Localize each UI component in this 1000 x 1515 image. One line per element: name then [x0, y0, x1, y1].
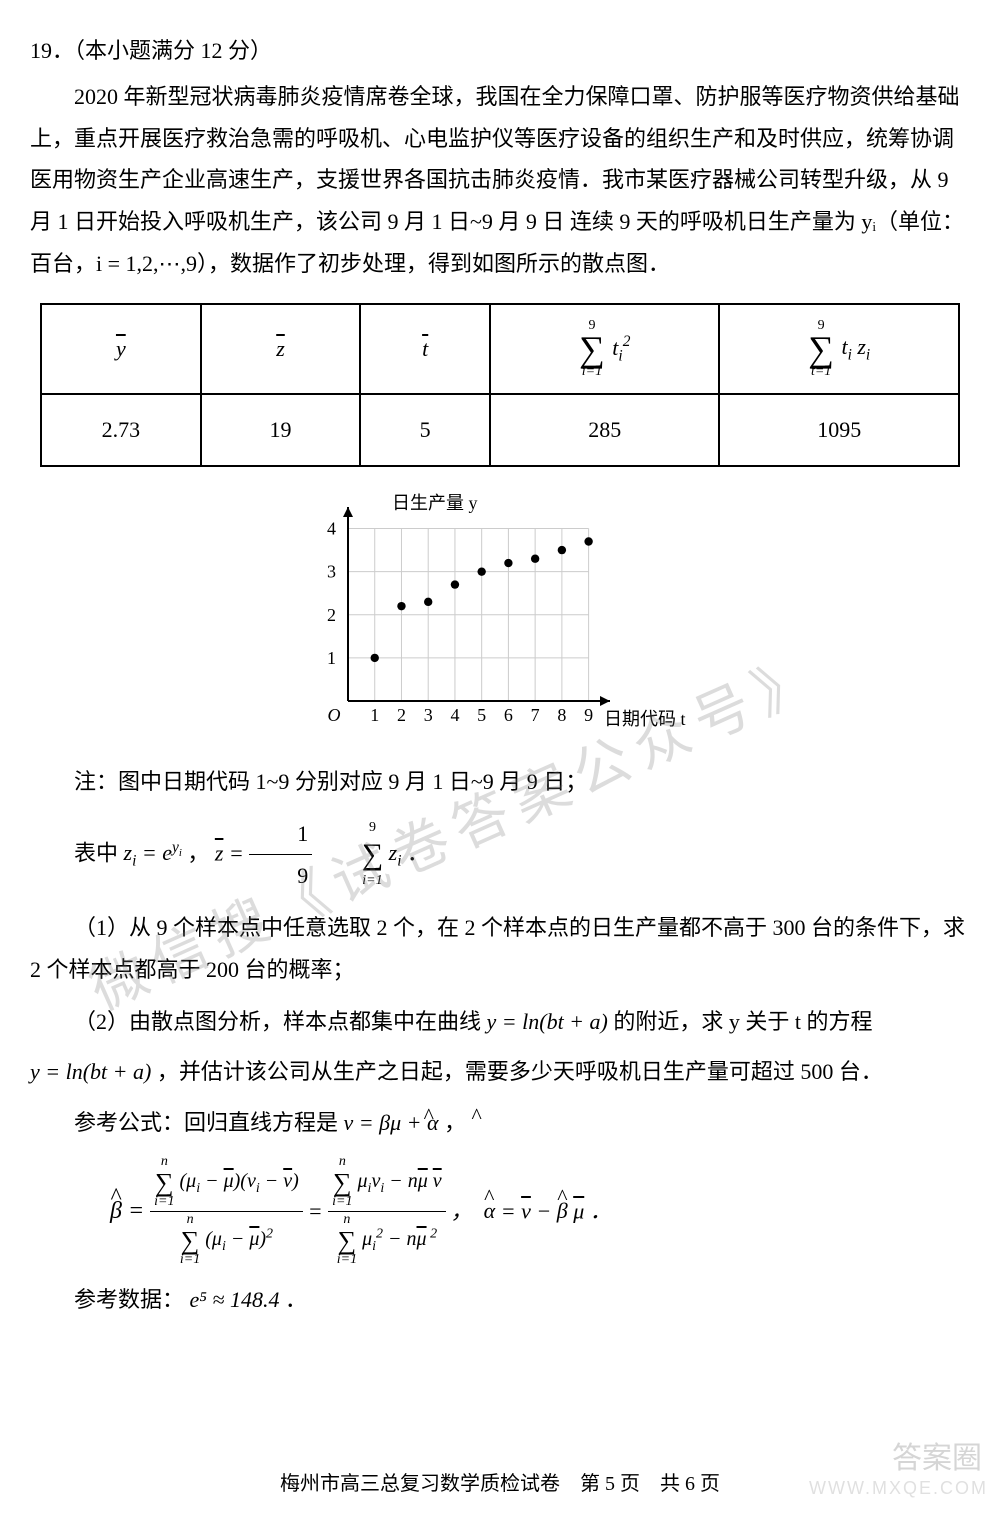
- svg-text:日期代码 t: 日期代码 t: [604, 709, 686, 729]
- svg-text:4: 4: [450, 705, 459, 725]
- header-tbar: t: [422, 336, 428, 361]
- svg-text:7: 7: [531, 705, 540, 725]
- cell-tbar: 5: [360, 394, 490, 466]
- svg-text:4: 4: [327, 519, 336, 539]
- svg-text:8: 8: [557, 705, 566, 725]
- scatter-chart: 1234567891234O日生产量 y日期代码 t: [300, 477, 700, 737]
- table-row: y z t 9 ∑ i=1 ti2 9 ∑ t=1 ti zi: [41, 304, 959, 394]
- svg-text:2: 2: [397, 705, 406, 725]
- svg-text:O: O: [328, 705, 341, 725]
- header-sum-t2: 9 ∑ i=1 ti2: [490, 304, 719, 394]
- cell-sumt2: 285: [490, 394, 719, 466]
- sub-question-2a: （2）由散点图分析，样本点都集中在曲线 y = ln(bt + a) 的附近，求…: [30, 1001, 970, 1043]
- regression-formula: β^ = n∑i=1 (μi − μ)(vi − v) n∑i=1 (μi − …: [30, 1154, 970, 1269]
- svg-text:9: 9: [584, 705, 593, 725]
- svg-text:6: 6: [504, 705, 513, 725]
- page-footer: 梅州市高三总复习数学质检试卷 第 5 页 共 6 页: [0, 1465, 1000, 1503]
- svg-text:2: 2: [327, 605, 336, 625]
- cell-sumtz: 1095: [719, 394, 959, 466]
- sub-question-1: （1）从 9 个样本点中任意选取 2 个，在 2 个样本点的日生产量都不高于 3…: [30, 907, 970, 991]
- z-definition: 表中 zi = eyi ， z = 19 9 ∑ i=1 zi ．: [30, 813, 970, 898]
- header-sum-tz: 9 ∑ t=1 ti zi: [719, 304, 959, 394]
- question-number: 19．（本小题满分 12 分）: [30, 30, 970, 72]
- svg-text:日生产量 y: 日生产量 y: [392, 493, 478, 513]
- chart-note: 注：图中日期代码 1~9 分别对应 9 月 1 日~9 月 9 日；: [30, 761, 970, 803]
- reference-data: 参考数据： e⁵ ≈ 148.4 ．: [30, 1279, 970, 1321]
- header-ybar: y: [116, 336, 126, 361]
- reference-formula-label: 参考公式：回归直线方程是 v = β^μ + α^ ，: [30, 1102, 970, 1144]
- cell-ybar: 2.73: [41, 394, 201, 466]
- table-row: 2.73 19 5 285 1095: [41, 394, 959, 466]
- svg-text:3: 3: [424, 705, 433, 725]
- summary-table: y z t 9 ∑ i=1 ti2 9 ∑ t=1 ti zi 2.73 19 …: [40, 303, 960, 467]
- svg-text:1: 1: [370, 705, 379, 725]
- svg-text:3: 3: [327, 562, 336, 582]
- svg-text:1: 1: [327, 648, 336, 668]
- question-body: 2020 年新型冠状病毒肺炎疫情席卷全球，我国在全力保障口罩、防护服等医疗物资供…: [30, 76, 970, 285]
- header-zbar: z: [276, 336, 285, 361]
- svg-text:5: 5: [477, 705, 486, 725]
- cell-zbar: 19: [201, 394, 361, 466]
- scatter-chart-container: 1234567891234O日生产量 y日期代码 t: [30, 477, 970, 751]
- sub-question-2b: y = ln(bt + a) ，并估计该公司从生产之日起，需要多少天呼吸机日生产…: [30, 1051, 970, 1093]
